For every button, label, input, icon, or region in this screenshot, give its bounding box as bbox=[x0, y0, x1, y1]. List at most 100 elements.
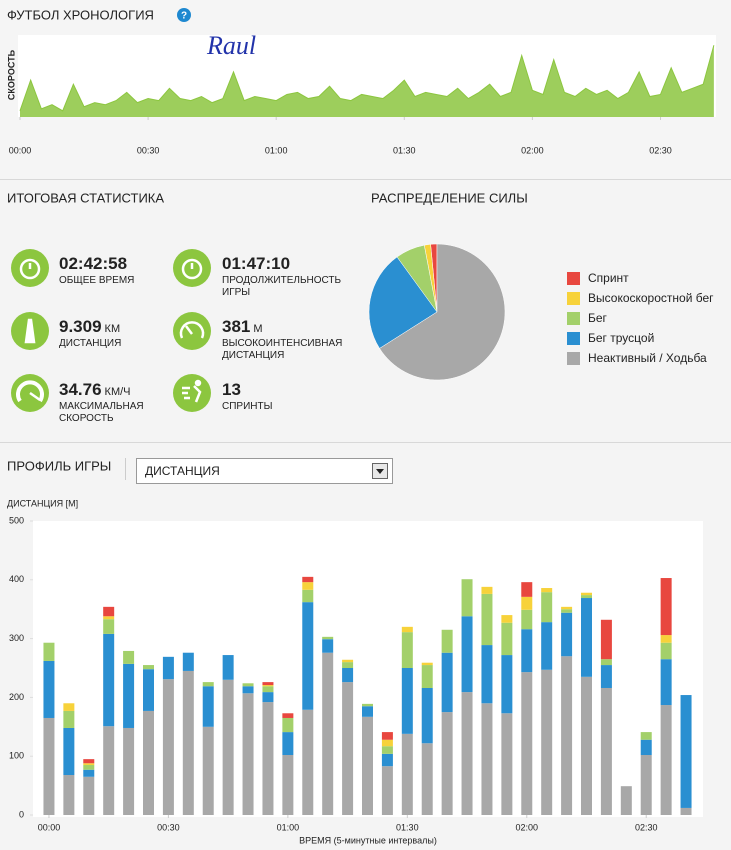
bar-segment bbox=[561, 656, 573, 815]
bar-segment bbox=[441, 712, 453, 815]
annotation: Raul bbox=[206, 31, 256, 60]
pie-slice bbox=[368, 256, 438, 349]
bar-segment bbox=[222, 679, 234, 815]
y-tick-label: 0 bbox=[19, 809, 24, 819]
bar-segment bbox=[282, 755, 294, 815]
bar-segment bbox=[242, 686, 254, 694]
x-tick-label: 00:30 bbox=[157, 822, 180, 832]
legend-label: Неактивный / Ходьба bbox=[588, 351, 707, 365]
bar-segment bbox=[581, 595, 592, 599]
y-tick-label: 500 bbox=[9, 515, 24, 525]
bar-segment bbox=[581, 598, 592, 677]
legend-label: Бег трусцой bbox=[588, 331, 654, 345]
bar-segment bbox=[83, 769, 95, 777]
stat-unit: КМ/Ч bbox=[104, 386, 131, 398]
profile-title: ПРОФИЛЬ ИГРЫ bbox=[7, 458, 111, 473]
stat-line: 01:47:10 bbox=[222, 254, 352, 274]
help-icon-text[interactable]: ? bbox=[181, 11, 187, 22]
bar-segment bbox=[541, 669, 553, 815]
x-tick-label: 02:00 bbox=[521, 145, 544, 155]
stat-label: СПРИНТЫ bbox=[222, 401, 273, 412]
x-tick-label: 02:30 bbox=[635, 822, 658, 832]
glyph bbox=[194, 379, 202, 387]
area-line bbox=[19, 45, 715, 112]
bar-segment bbox=[63, 703, 75, 711]
bar-segment bbox=[521, 609, 533, 630]
stat-label: ПРОДОЛЖИТЕЛЬНОСТЬ ИГРЫ bbox=[222, 275, 342, 298]
icon-gauge bbox=[173, 312, 211, 350]
metric-dropdown[interactable]: ДИСТАНЦИЯ bbox=[136, 458, 393, 484]
pie-title: РАСПРЕДЕЛЕНИЕ СИЛЫ bbox=[371, 190, 528, 205]
icon-glyphs bbox=[16, 258, 205, 403]
bar-segment bbox=[600, 665, 612, 688]
glyph bbox=[16, 380, 44, 403]
bar-segment bbox=[362, 703, 373, 707]
area-fill bbox=[20, 45, 714, 117]
x-tick-label: 00:00 bbox=[38, 822, 61, 832]
bar-segment bbox=[421, 662, 433, 666]
bar-segment bbox=[381, 766, 393, 815]
bar-segment bbox=[162, 679, 174, 815]
bar-segment bbox=[262, 685, 274, 687]
bar-segment bbox=[521, 629, 533, 673]
legend-swatch bbox=[567, 292, 580, 305]
bar-segment bbox=[322, 652, 334, 815]
bar-segment bbox=[660, 642, 672, 660]
stat-value: 13 bbox=[222, 380, 241, 399]
bar-segment bbox=[581, 676, 592, 815]
bar-segment bbox=[262, 686, 274, 693]
stat-label: МАКСИМАЛЬНАЯ СКОРОСТЬ bbox=[59, 401, 144, 424]
bar-segment bbox=[282, 717, 294, 733]
stat: 02:42:58 ОБЩЕЕ ВРЕМЯ bbox=[59, 254, 171, 287]
bar-segment bbox=[103, 606, 115, 617]
glyph bbox=[179, 321, 205, 339]
bar-segment bbox=[660, 705, 672, 815]
bar-segment bbox=[262, 702, 274, 815]
bar-segment bbox=[521, 672, 533, 815]
bar-segment bbox=[481, 586, 493, 594]
dropdown-value[interactable]: ДИСТАНЦИЯ bbox=[145, 464, 220, 478]
glyph bbox=[24, 318, 36, 344]
bar-segment bbox=[660, 635, 672, 643]
legend-swatch bbox=[567, 312, 580, 325]
bar-segment bbox=[401, 626, 413, 633]
bar-segment bbox=[282, 713, 294, 718]
bar-segment bbox=[322, 639, 334, 653]
legend-swatch bbox=[567, 352, 580, 365]
bar-segment bbox=[600, 619, 612, 660]
bar-segment bbox=[600, 659, 612, 666]
stat-unit: КМ bbox=[104, 323, 121, 335]
x-tick-label: 01:30 bbox=[396, 822, 419, 832]
icon-sprint bbox=[173, 374, 211, 412]
bar-segment bbox=[123, 650, 135, 664]
glyph bbox=[181, 258, 203, 280]
bar-segment bbox=[362, 716, 373, 815]
bar-segment bbox=[640, 755, 652, 815]
bar-segment bbox=[43, 660, 55, 718]
dropdown-arrow[interactable] bbox=[372, 463, 388, 479]
bar-segment bbox=[640, 732, 652, 740]
stat-line: 34.76 КМ/Ч bbox=[59, 380, 171, 400]
bar-segment bbox=[63, 710, 75, 728]
help-icon[interactable] bbox=[177, 8, 191, 22]
bar-segment bbox=[461, 692, 473, 815]
bar-segment bbox=[381, 746, 393, 754]
bar-segment bbox=[481, 593, 493, 646]
bar-segment bbox=[342, 662, 354, 668]
bar-segment bbox=[501, 622, 513, 656]
bar-segment bbox=[302, 576, 314, 583]
glyph bbox=[29, 391, 41, 402]
bar-segment bbox=[302, 602, 314, 710]
bar-segment bbox=[103, 726, 115, 815]
bar-segment bbox=[362, 706, 373, 717]
bar-segment bbox=[680, 807, 692, 815]
y-axis-label: ДИСТАНЦИЯ [М] bbox=[7, 498, 78, 508]
stat: 381 М ВЫСОКОИНТЕНСИВНАЯ ДИСТАНЦИЯ bbox=[222, 317, 352, 362]
bar-segment bbox=[461, 579, 473, 617]
y-tick-label: 100 bbox=[9, 751, 24, 761]
bar-segment bbox=[401, 733, 413, 815]
bar-segment bbox=[123, 727, 135, 815]
bar-segment bbox=[202, 726, 214, 815]
x-tick-label: 00:00 bbox=[9, 145, 32, 155]
legend-label: Бег bbox=[588, 311, 608, 325]
